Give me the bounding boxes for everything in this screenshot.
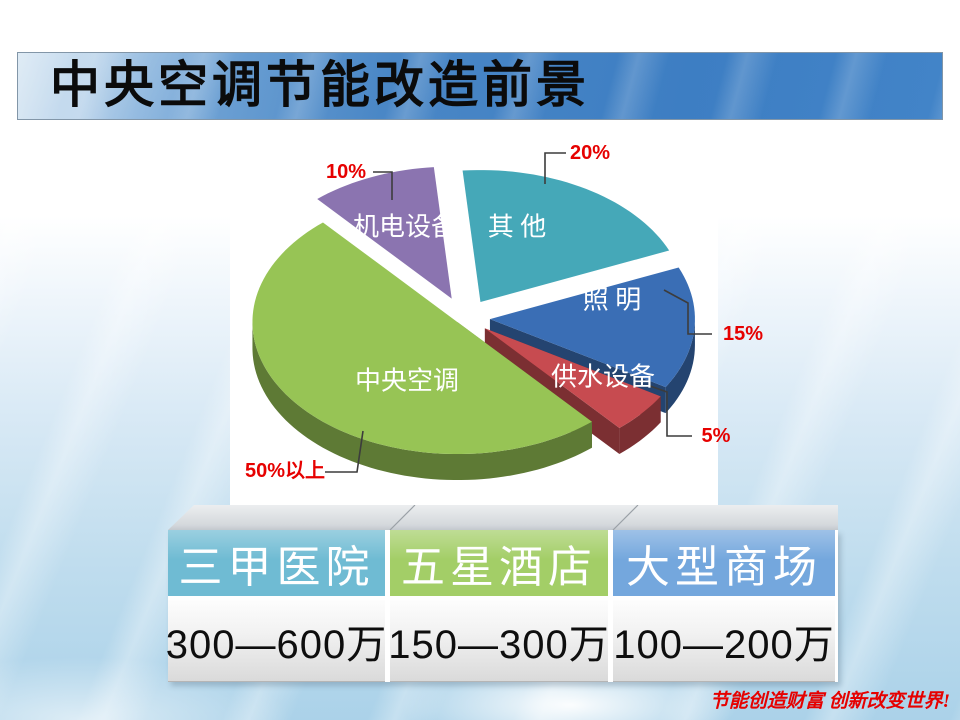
- callout-value-label: 15%: [723, 323, 763, 345]
- callout-line: [373, 171, 393, 200]
- slice-top: [462, 170, 670, 303]
- slice-rim-wall: [665, 319, 695, 414]
- table-value-hospital: 300—600万: [166, 600, 386, 682]
- slice-label: 照 明: [583, 286, 642, 315]
- page-title: 中央空调节能改造前景: [50, 57, 590, 113]
- slice-top: [484, 328, 661, 428]
- slice-label: 供水设备: [551, 363, 655, 392]
- table-3d-top: [168, 505, 838, 530]
- callout-value-label: 5%: [702, 425, 731, 447]
- slice-top: [317, 167, 452, 299]
- callout-value-label: 20%: [570, 142, 610, 164]
- pie-slice-其 他: [462, 170, 670, 303]
- callout-line: [325, 430, 364, 473]
- pie-slice-中央空调: [252, 222, 592, 481]
- pie-slice-机电设备: [317, 167, 452, 299]
- callout-line: [663, 289, 712, 335]
- table-value-mall: 100—200万: [613, 600, 835, 682]
- slice-rim-wall: [619, 396, 661, 454]
- title-banner: 中央空调节能改造前景: [17, 52, 943, 120]
- slice-label: 机电设备: [353, 213, 457, 242]
- slice-top: [252, 222, 592, 455]
- table-body: 三甲医院 五星酒店 大型商场 300—600万 150—300万 100—200…: [166, 530, 838, 682]
- table-header-hotel: 五星酒店: [390, 530, 608, 596]
- callout-line: [544, 152, 566, 184]
- pie-callouts: 50%以上 20% 15% 10% 5%: [245, 142, 763, 482]
- pie-slices: [252, 167, 695, 481]
- table-header-mall: 大型商场: [613, 530, 835, 596]
- table-value-hotel: 150—300万: [388, 600, 609, 682]
- callout-value-label: 10%: [326, 161, 366, 183]
- slice-top: [489, 267, 695, 388]
- summary-table: 三甲医院 五星酒店 大型商场 300—600万 150—300万 100—200…: [166, 505, 838, 682]
- table-header-hospital: 三甲医院: [168, 530, 385, 596]
- slice-label: 其 他: [488, 213, 547, 242]
- footer-slogan: 节能创造财富 创新改变世界!: [709, 691, 950, 712]
- slice-rim-wall: [252, 322, 592, 481]
- callout-line: [649, 385, 692, 437]
- table-3d-top-edges: [389, 505, 639, 530]
- slice-label: 中央空调: [355, 367, 459, 396]
- callout-value-label: 50%以上: [245, 459, 325, 482]
